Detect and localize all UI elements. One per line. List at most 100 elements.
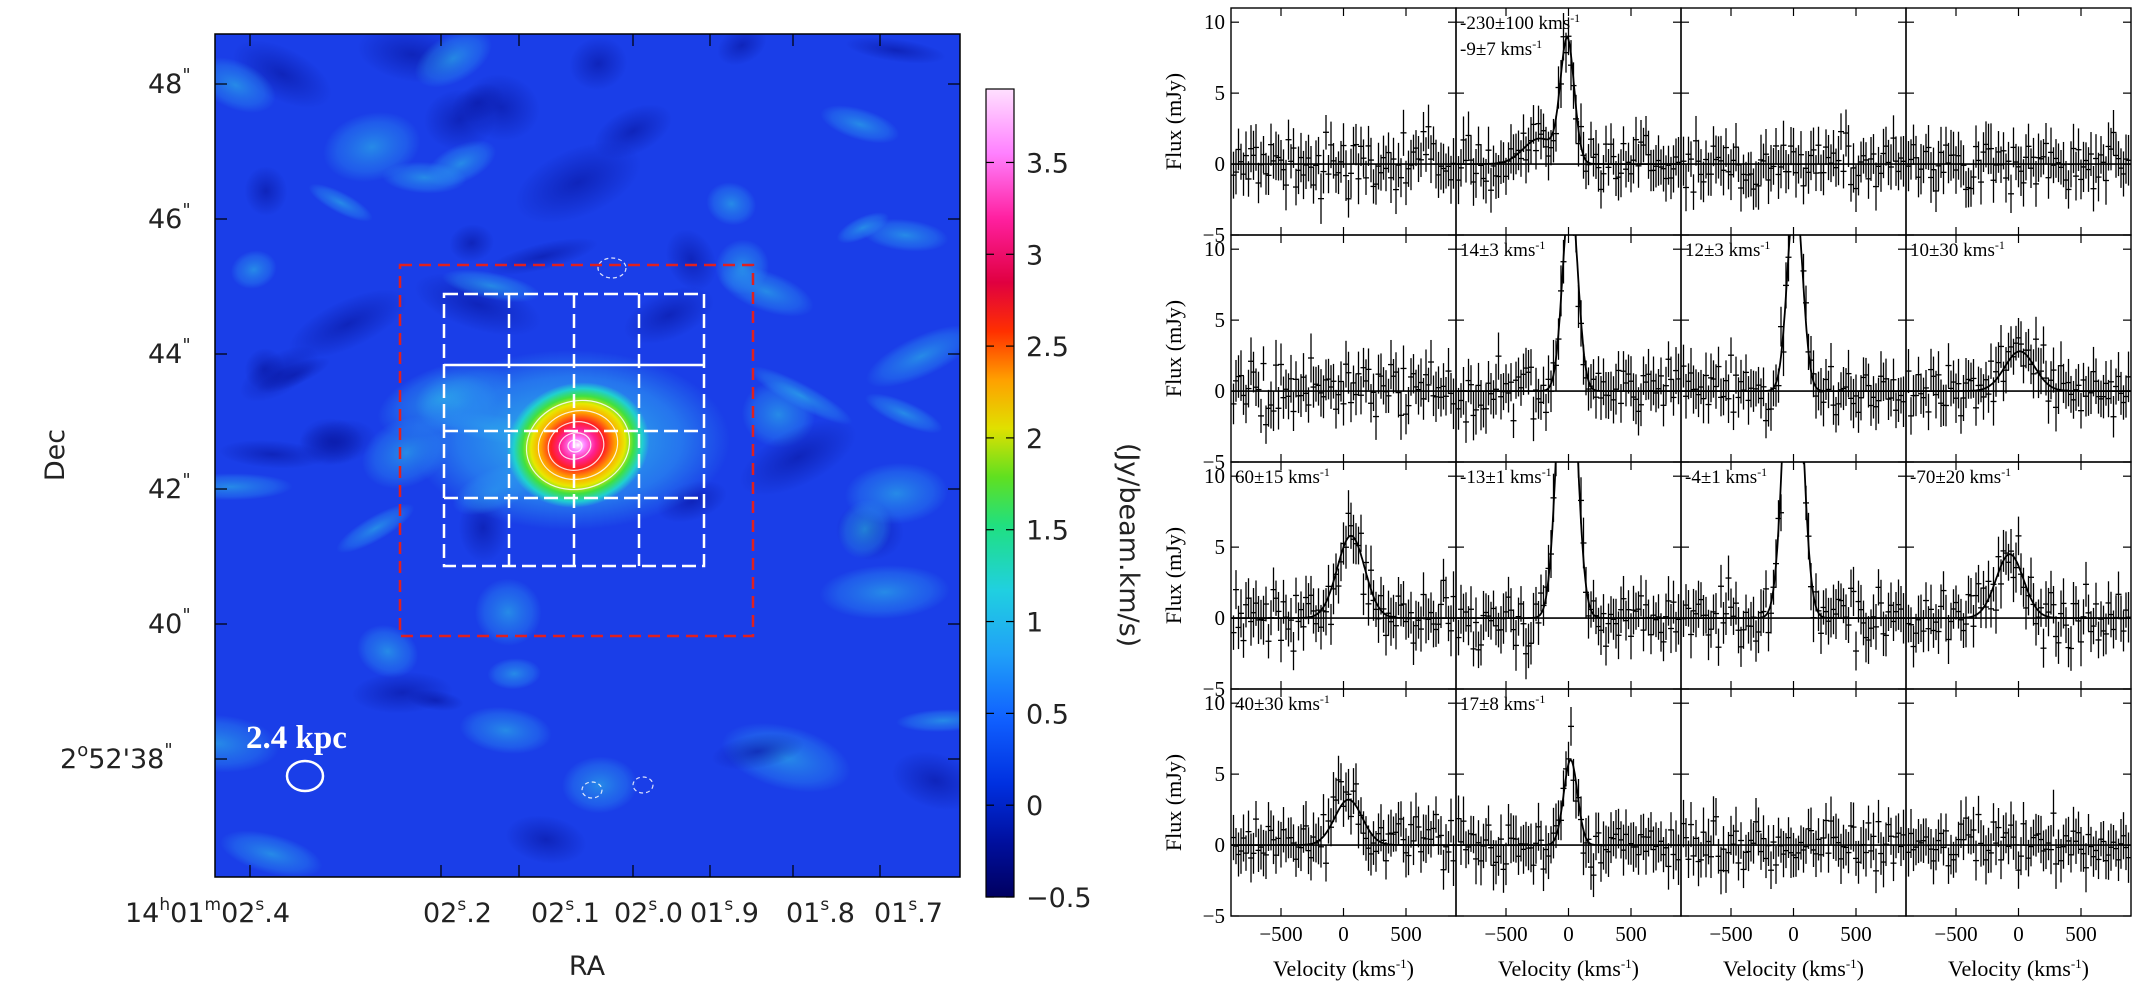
spectrum-x-axis-label: Velocity (kms-1) — [1498, 956, 1639, 981]
spectrum-panel-r0-c1: -230±100 kms-1 -9±7 kms-1 — [1455, 7, 1682, 236]
spectrum-y-tick-label: −5 — [1203, 677, 1225, 701]
velocity-fit-label: 60±15 kms-1 — [1235, 465, 1330, 488]
spectrum-x-tick-label: 0 — [1563, 922, 1574, 946]
velocity-fit-label: 40±30 kms-1 — [1235, 692, 1330, 715]
spectrum-x-tick-label: −500 — [1259, 922, 1302, 946]
spectrum-panel-r0-c3 — [1905, 7, 2132, 236]
gaussian-fit-curve — [1231, 798, 1456, 846]
map-frame — [214, 33, 961, 878]
spectrum-y-tick-label: 10 — [1204, 10, 1225, 34]
dark-noise-patch — [569, 36, 628, 91]
dark-noise-patch — [665, 229, 717, 291]
spectrum-panel-r2-c3: -70±20 kms-1 — [1905, 461, 2132, 690]
spectrum-y-tick-label: 0 — [1215, 379, 1226, 403]
dark-noise-patch — [244, 166, 288, 217]
colorbar-tick-label: 2.5 — [1026, 332, 1069, 363]
panel-frame — [1680, 688, 1907, 917]
panel-frame — [1680, 7, 1907, 236]
gaussian-fit-curve — [1681, 235, 1906, 392]
bright-noise-patch — [215, 714, 280, 773]
spectrum-x-tick-label: 500 — [1840, 922, 1872, 946]
spectrum-panel-r1-c2: 12±3 kms-1 — [1680, 234, 1907, 463]
y-tick-38: 2o52'38" — [60, 740, 173, 775]
bright-noise-patch — [230, 250, 277, 289]
spectrum-panel-r3-c2 — [1680, 688, 1907, 917]
spectrum-y-tick-label: 5 — [1215, 81, 1226, 105]
spectrum-y-tick-label: 5 — [1215, 535, 1226, 559]
bright-noise-patch — [474, 578, 542, 646]
spectrum-x-tick-label: 500 — [2065, 922, 2097, 946]
bright-noise-patch — [865, 325, 960, 388]
panel-frame — [1680, 461, 1907, 690]
spectrum-y-axis-label: Flux (mJy) — [1161, 300, 1186, 397]
dark-noise-patch — [717, 34, 767, 66]
spectrum-y-tick-label: 0 — [1215, 606, 1226, 630]
colorbar-tick-label: 1 — [1026, 608, 1043, 639]
bright-noise-patch — [820, 105, 900, 144]
spectrum-y-tick-label: 10 — [1204, 237, 1225, 261]
spectrum-panel-r3-c0: 40±30 kms-1 — [1230, 688, 1457, 917]
bright-noise-patch — [819, 564, 951, 620]
bright-noise-patch — [836, 212, 890, 244]
panel-frame — [1680, 234, 1907, 463]
spectrum-y-tick-label: 10 — [1204, 691, 1225, 715]
spectrum-panel-r0-c0 — [1230, 7, 1457, 236]
y-tick-42: 42" — [148, 470, 191, 505]
dark-noise-patch — [845, 36, 946, 64]
y-tick-40: 40" — [148, 605, 191, 640]
colorbar-tick-label: 0.5 — [1026, 699, 1069, 730]
moment0-map-figure: 2.4 kpc 48" 46" 44" 42" 40" 2o52'38" Dec… — [40, 33, 1144, 982]
spectrum-y-tick-label: 0 — [1215, 152, 1226, 176]
spectrum-panel-r3-c1: 17±8 kms-1 — [1455, 688, 1682, 917]
dark-noise-patch — [351, 671, 453, 714]
gaussian-fit-curve — [1456, 235, 1681, 392]
colorbar-tick-label: 0 — [1026, 791, 1043, 822]
x-tick-2: 02s.1 — [531, 895, 600, 929]
y-tick-labels: 48" 46" 44" 42" 40" 2o52'38" — [60, 65, 191, 775]
x-tick-5: 01s.8 — [786, 895, 855, 929]
dark-noise-patch — [288, 289, 408, 360]
x-tick-1: 02s.2 — [423, 895, 492, 929]
extraction-grid — [442, 292, 706, 568]
spectrum-x-axis-label: Velocity (kms-1) — [1273, 956, 1414, 981]
spectrum-panel-r3-c3 — [1905, 688, 2132, 917]
x-tick-4: 01s.9 — [690, 895, 759, 929]
spectrum-panel-r2-c1: -13±1 kms-1 — [1455, 461, 1682, 690]
bright-noise-patch — [220, 830, 323, 877]
gaussian-fit-curve — [1456, 759, 1681, 846]
bright-noise-patch — [323, 111, 421, 183]
dark-noise-patch — [891, 751, 960, 811]
spectrum-y-axis-label: Flux (mJy) — [1161, 754, 1186, 851]
bright-noise-patch — [215, 473, 293, 501]
spectrum-x-tick-label: 500 — [1615, 922, 1647, 946]
bright-noise-patch — [487, 658, 542, 690]
bright-noise-patch — [748, 366, 853, 425]
map-image — [215, 34, 960, 877]
velocity-fit-label: -4±1 kms-1 — [1685, 465, 1767, 488]
bright-noise-patch — [459, 706, 552, 755]
colorbar-tick-label: 3.5 — [1026, 148, 1069, 179]
colorbar-tick-label: 3 — [1026, 240, 1043, 271]
x-tick-3: 02s.0 — [614, 895, 683, 929]
colorbar-tick-label: −0.5 — [1026, 883, 1092, 914]
panel-frame — [1455, 688, 1682, 917]
gaussian-fit-curve — [1231, 534, 1456, 619]
bright-noise-patch — [715, 239, 770, 295]
panel-frame — [1905, 461, 2132, 690]
dark-noise-patch — [739, 419, 857, 496]
gaussian-fit-curve — [1456, 36, 1681, 165]
dark-noise-patch — [514, 141, 642, 224]
velocity-fit-label: 10±30 kms-1 — [1910, 238, 2005, 261]
spectrum-y-tick-label: 5 — [1215, 308, 1226, 332]
x-tick-6: 01s.7 — [874, 895, 943, 929]
velocity-fit-label: 12±3 kms-1 — [1685, 238, 1770, 261]
gaussian-fit-curve — [1906, 553, 2131, 619]
panel-frame — [1455, 461, 1682, 690]
dark-noise-patch — [623, 286, 714, 345]
gaussian-fit-curve — [1681, 462, 1906, 619]
velocity-fit-label: 17±8 kms-1 — [1460, 692, 1545, 715]
spectrum-x-tick-label: −500 — [1484, 922, 1527, 946]
spectrum-y-tick-label: −5 — [1203, 450, 1225, 474]
spectrum-panel-r1-c3: 10±30 kms-1 — [1905, 234, 2132, 463]
dark-noise-patch — [299, 417, 364, 465]
